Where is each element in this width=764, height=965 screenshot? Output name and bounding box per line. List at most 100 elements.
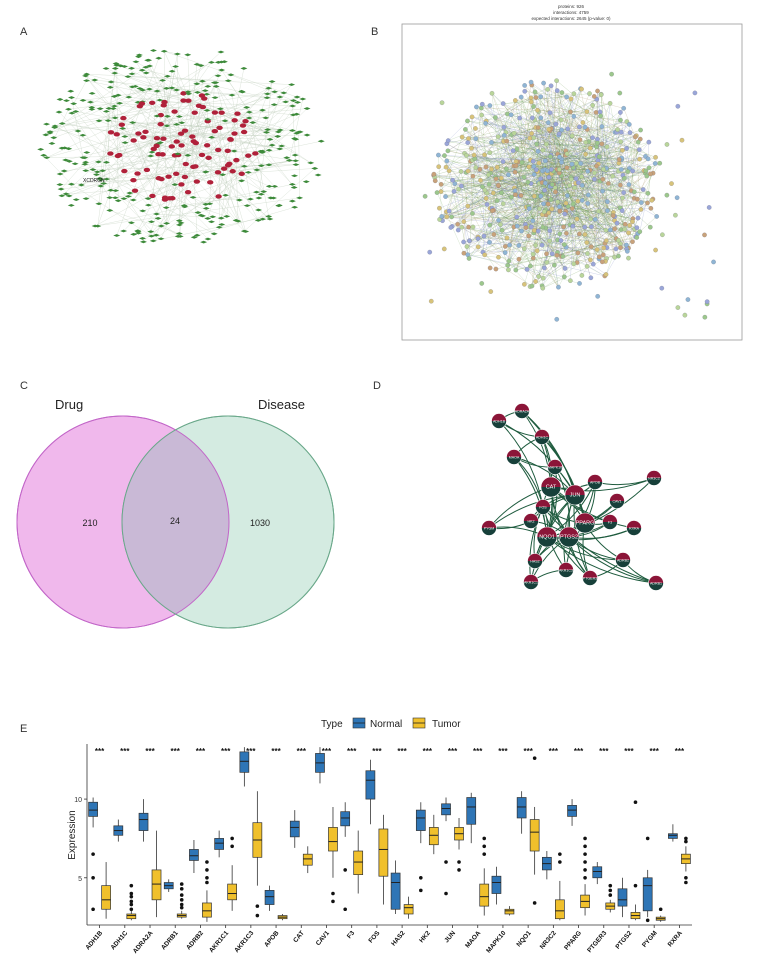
string-edge bbox=[454, 183, 648, 204]
string-node bbox=[595, 137, 600, 142]
string-node bbox=[620, 195, 625, 201]
string-node bbox=[487, 239, 492, 245]
network-a-edge bbox=[115, 116, 168, 191]
network-a-node-target bbox=[157, 121, 164, 127]
outlier-point bbox=[129, 891, 134, 896]
box-tumor bbox=[555, 899, 565, 920]
string-edge bbox=[597, 90, 599, 212]
string-edge bbox=[535, 163, 577, 197]
hub-network-edge bbox=[534, 536, 548, 562]
string-node bbox=[540, 285, 546, 291]
string-edge bbox=[491, 113, 508, 209]
string-edge bbox=[445, 171, 628, 197]
network-a-node-compound bbox=[214, 60, 222, 64]
network-a-node-target bbox=[171, 109, 178, 114]
string-edge bbox=[549, 89, 582, 187]
string-node bbox=[501, 132, 507, 138]
string-edge bbox=[599, 112, 603, 192]
string-node bbox=[612, 226, 618, 232]
string-edge bbox=[550, 139, 598, 157]
network-a-node-compound bbox=[134, 229, 142, 233]
string-edge bbox=[515, 100, 544, 185]
hub-network-edge bbox=[568, 536, 657, 584]
string-node bbox=[543, 207, 548, 213]
string-edge bbox=[578, 182, 596, 220]
string-edge bbox=[572, 208, 633, 222]
string-edge bbox=[538, 111, 656, 158]
string-node bbox=[456, 186, 461, 192]
hub-network-edge bbox=[534, 494, 576, 562]
string-edge bbox=[486, 85, 552, 122]
hub-node-adh1b bbox=[491, 413, 507, 429]
string-node bbox=[589, 224, 594, 229]
string-edge bbox=[532, 128, 568, 221]
hub-network-edge bbox=[513, 456, 576, 496]
string-node bbox=[610, 213, 616, 218]
hub-network-edge bbox=[498, 420, 576, 496]
string-edge bbox=[545, 80, 557, 228]
string-edge bbox=[489, 208, 525, 249]
string-edge bbox=[584, 105, 593, 228]
network-a-node-target bbox=[150, 146, 157, 152]
network-a-node-compound bbox=[173, 122, 181, 126]
string-node bbox=[502, 250, 508, 255]
network-a-node-compound bbox=[56, 183, 64, 186]
network-a-node-compound bbox=[217, 50, 225, 54]
string-edge bbox=[610, 202, 648, 231]
network-a-node-compound bbox=[257, 164, 265, 168]
string-node bbox=[470, 173, 476, 179]
string-node bbox=[487, 265, 493, 271]
string-edge bbox=[491, 142, 537, 170]
string-edge bbox=[503, 127, 520, 197]
network-a-edge bbox=[207, 91, 275, 122]
network-a-node-compound bbox=[257, 149, 265, 153]
string-edge bbox=[486, 120, 625, 179]
string-node bbox=[514, 223, 520, 229]
string-edge bbox=[578, 139, 581, 183]
panel-label-a: A bbox=[20, 26, 28, 38]
string-edge bbox=[532, 150, 544, 221]
string-node bbox=[467, 238, 472, 244]
string-edge bbox=[472, 160, 502, 193]
network-a-node-target bbox=[158, 176, 165, 182]
string-edge bbox=[467, 254, 565, 278]
string-node bbox=[465, 140, 471, 145]
hub-network-edge bbox=[542, 506, 567, 571]
network-a-edge bbox=[166, 194, 262, 208]
network-a-node-compound bbox=[89, 168, 97, 171]
significance-label: *** bbox=[574, 747, 584, 756]
string-edge bbox=[627, 171, 646, 174]
string-edge bbox=[561, 176, 582, 257]
string-edge bbox=[536, 143, 603, 180]
string-edge bbox=[453, 172, 467, 192]
string-node bbox=[549, 183, 554, 189]
string-node bbox=[636, 147, 642, 153]
box-normal bbox=[567, 805, 577, 817]
network-a-node-compound bbox=[121, 141, 129, 145]
network-a-edge bbox=[230, 139, 275, 187]
string-node bbox=[542, 158, 548, 164]
network-a-node-compound bbox=[217, 216, 225, 220]
string-node bbox=[582, 232, 588, 237]
hub-network-edge bbox=[542, 506, 570, 538]
string-edge bbox=[524, 91, 567, 98]
string-edge bbox=[491, 103, 611, 143]
outlier-point bbox=[457, 868, 461, 872]
string-edge bbox=[503, 103, 598, 144]
outlier-point bbox=[684, 880, 688, 885]
string-edge bbox=[538, 103, 611, 277]
string-edge bbox=[471, 128, 568, 149]
box-normal bbox=[415, 809, 426, 831]
string-node bbox=[706, 205, 712, 210]
network-a-node-target bbox=[107, 151, 114, 156]
string-edge bbox=[524, 89, 582, 285]
string-edge bbox=[528, 196, 541, 227]
string-node bbox=[444, 141, 450, 147]
hub-node-label: FOS bbox=[539, 505, 547, 509]
string-edge bbox=[515, 157, 622, 173]
string-edge bbox=[498, 195, 568, 221]
string-node bbox=[444, 158, 450, 164]
string-node bbox=[436, 152, 441, 158]
string-edge bbox=[559, 156, 567, 234]
outlier-point bbox=[179, 893, 184, 897]
